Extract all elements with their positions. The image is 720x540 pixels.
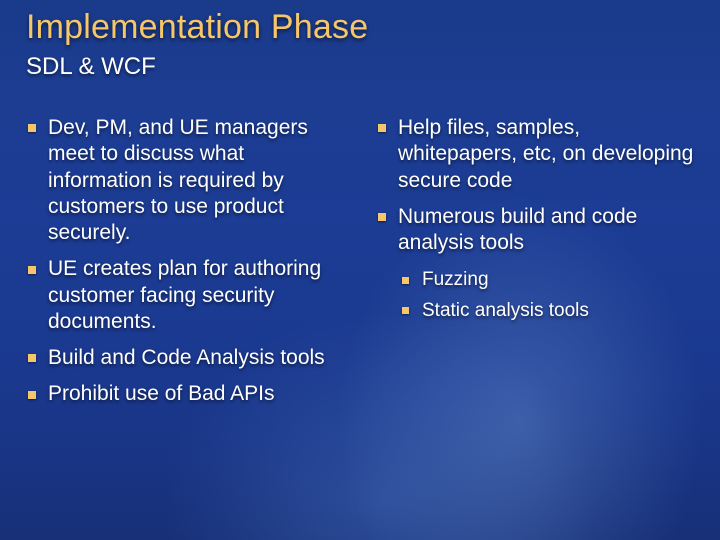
left-column: Dev, PM, and UE managers meet to discuss… — [26, 115, 344, 418]
list-item: Dev, PM, and UE managers meet to discuss… — [26, 115, 344, 246]
list-item: UE creates plan for authoring customer f… — [26, 256, 344, 335]
right-column: Help files, samples, whitepapers, etc, o… — [376, 115, 694, 418]
content-columns: Dev, PM, and UE managers meet to discuss… — [26, 115, 694, 418]
list-item: Fuzzing — [402, 268, 694, 293]
list-item: Numerous build and code analysis tools — [376, 204, 694, 257]
right-sub-bullet-list: Fuzzing Static analysis tools — [402, 268, 694, 323]
list-item: Prohibit use of Bad APIs — [26, 381, 344, 407]
list-item: Help files, samples, whitepapers, etc, o… — [376, 115, 694, 194]
right-bullet-list: Help files, samples, whitepapers, etc, o… — [376, 115, 694, 256]
slide-subtitle: SDL & WCF — [26, 53, 694, 81]
left-bullet-list: Dev, PM, and UE managers meet to discuss… — [26, 115, 344, 408]
list-item: Build and Code Analysis tools — [26, 345, 344, 371]
list-item: Static analysis tools — [402, 299, 694, 324]
slide-title: Implementation Phase — [26, 8, 694, 47]
slide: Implementation Phase SDL & WCF Dev, PM, … — [0, 0, 720, 540]
